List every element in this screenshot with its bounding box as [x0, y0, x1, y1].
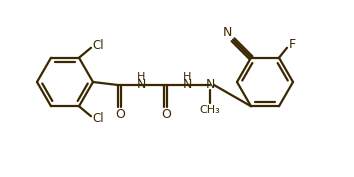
Text: N: N — [182, 78, 192, 90]
Text: N: N — [136, 78, 146, 90]
Text: N: N — [205, 78, 215, 90]
Text: F: F — [289, 38, 296, 51]
Text: Cl: Cl — [92, 112, 104, 125]
Text: CH₃: CH₃ — [200, 105, 221, 115]
Text: N: N — [222, 26, 232, 39]
Text: H: H — [137, 72, 145, 82]
Text: O: O — [115, 109, 125, 121]
Text: H: H — [183, 72, 191, 82]
Text: O: O — [161, 109, 171, 121]
Text: Cl: Cl — [92, 39, 104, 52]
